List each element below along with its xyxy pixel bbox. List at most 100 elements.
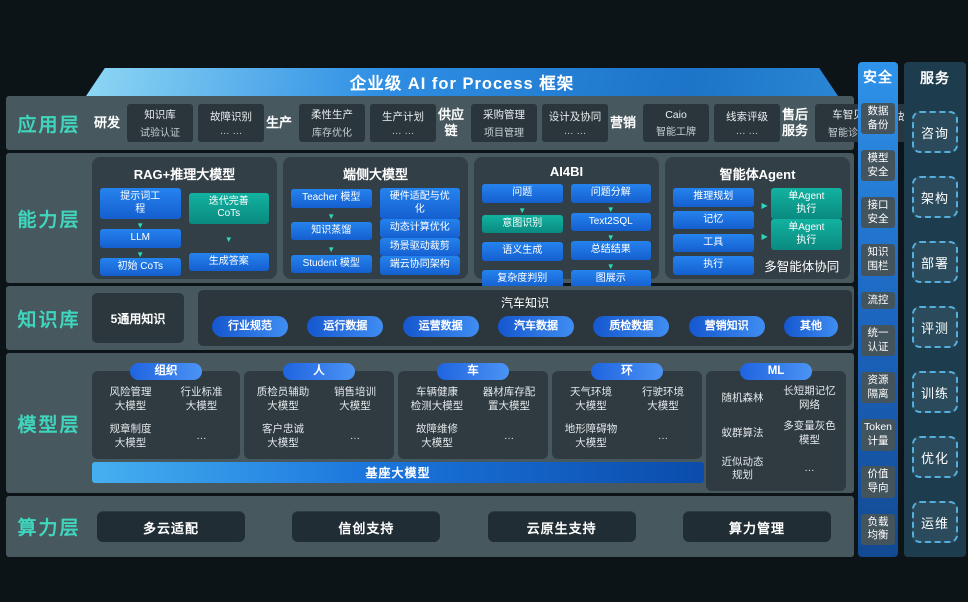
app-group-production: 生产 柔性生产 库存优化 生产计划 … … (264, 104, 436, 142)
app-item-box: 柔性生产 库存优化 (299, 104, 365, 142)
app-item-line2: … … (563, 126, 587, 137)
app-item-box: 知识库 试验认证 (127, 104, 193, 142)
application-groups: 研发 知识库 试验认证 故障识别 … … 生产 柔性生产 库存优化 生产计划 … … 供… (92, 96, 962, 150)
app-group-label: 生产 (265, 115, 292, 131)
model-groups: 组织 风险管理 大模型 行业标准 大模型 规章制度 大模型 … 人 质检员辅助 … (92, 353, 854, 493)
model-cell: 规章制度 大模型 (109, 422, 152, 449)
model-group-environment: 环 天气环境 大模型 行驶环境 大模型 地形障碍物 大模型 … (552, 363, 702, 459)
app-item-line1: 线索评级 (726, 111, 768, 123)
security-item: 流控 (861, 291, 895, 310)
app-item-box: 生产计划 … … (370, 104, 436, 142)
flow-node: Teacher 模型 (291, 189, 372, 208)
security-column-title: 安全 (863, 69, 893, 85)
card-edge-model: 端侧大模型 Teacher 模型 知识蒸馏 Student 模型 硬件适配与优 … (283, 157, 468, 279)
arrow-right-icon (762, 195, 771, 213)
flow-node: Student 模型 (291, 254, 372, 274)
card-title: 智能体Agent (719, 167, 796, 182)
model-group-tag: 车 (437, 363, 509, 380)
arrow-down-icon (518, 204, 526, 214)
app-item-line1: 车智见 (832, 109, 864, 121)
security-item: 知识 围栏 (861, 244, 895, 276)
model-cell: 天气环境 大模型 (570, 385, 612, 412)
compute-box: 信创支持 (292, 511, 441, 542)
app-item-line1: 设计及协同 (548, 111, 602, 123)
flow-node: LLM (100, 229, 181, 248)
model-cell: 多变量灰色 模型 (783, 420, 836, 446)
ai4bi-left-flow: 问题 意图识别 语义生成 复杂度判别 (482, 184, 563, 288)
app-item-line1: 生产计划 (382, 111, 424, 123)
knowledge-pill: 运营数据 (402, 316, 479, 337)
title-banner: 企业级 AI for Process 框架 (86, 68, 838, 96)
model-cell: 车辆健康 检测大模型 (410, 385, 464, 412)
flow-node: 执行 (673, 256, 754, 275)
arrow-down-icon (327, 243, 335, 253)
model-cell: 销售培训 大模型 (334, 385, 376, 412)
service-item: 部署 (912, 241, 958, 283)
app-item-line1: 柔性生产 (311, 109, 353, 121)
model-cell: 近似动态 规划 (721, 455, 764, 482)
compute-box: 云原生支持 (487, 511, 636, 542)
compute-box: 多云适配 (97, 511, 245, 542)
general-knowledge-box: 5通用知识 (92, 293, 184, 343)
compute-box: 算力管理 (682, 511, 831, 542)
layer-application: 应用层 研发 知识库 试验认证 故障识别 … … 生产 柔性生产 库存优化 生产计划 …… (6, 96, 952, 150)
app-item-box: Caio 智能工牌 (643, 104, 709, 142)
agent-right-flow: 单Agent 执行 单Agent 执行 多智能体协同 (762, 188, 842, 275)
flow-node: 图展示 (570, 269, 651, 288)
flow-node: 硬件适配与优 化 (379, 188, 460, 219)
model-group-ml: ML 随机森林 长短期记忆 网络 蚁群算法 多变量灰色 模型 近似动态 规划 … (706, 363, 846, 491)
page-title: 企业级 AI for Process 框架 (349, 75, 575, 93)
knowledge-pill: 运行数据 (307, 316, 384, 337)
flow-node: 提示词工 程 (100, 188, 181, 219)
flow-node: Text2SQL (570, 212, 651, 231)
model-cell: 行驶环境 大模型 (642, 385, 684, 412)
model-cell: 风险管理 大模型 (109, 385, 152, 412)
model-cell: 地形障碍物 大模型 (564, 422, 618, 449)
rag-left-flow: 提示词工 程 LLM 初始 CoTs (100, 188, 181, 276)
card-title: AI4BI (549, 164, 584, 179)
model-cell: 故障维修 大模型 (416, 422, 458, 449)
knowledge-pill: 行业规范 (212, 316, 288, 337)
service-item: 评测 (912, 306, 958, 348)
app-item-line2: … … (391, 126, 415, 137)
model-cell: … (349, 429, 361, 442)
edge-right-list: 硬件适配与优 化 动态计算优化 场景驱动裁剪 端云协同架构 (379, 188, 460, 275)
knowledge-pill: 营销知识 (688, 316, 765, 337)
arrow-down-icon (607, 260, 615, 270)
app-group-label: 售后服务 (781, 107, 808, 138)
service-item: 优化 (912, 436, 958, 478)
security-item: 接口 安全 (861, 197, 895, 229)
app-item-line1: 采购管理 (483, 109, 525, 121)
flow-node: 语义生成 (482, 242, 563, 261)
compute-boxes: 多云适配 信创支持 云原生支持 算力管理 (92, 496, 854, 557)
flow-node: 问题分解 (570, 184, 651, 203)
card-title: 端侧大模型 (342, 167, 408, 182)
model-cell: 器材库存配 置大模型 (482, 385, 536, 412)
layer-knowledge: 知识库 5通用知识 汽车知识 行业规范 运行数据 运营数据 汽车数据 质检数据 … (6, 286, 854, 350)
security-column: 安全 数据 备份 模型 安全 接口 安全 知识 围栏 流控 统一 认证 资源 隔… (858, 62, 898, 557)
app-group-label: 研发 (93, 115, 120, 131)
model-group-people: 人 质检员辅助 大模型 销售培训 大模型 客户忠诚 大模型 … (244, 363, 394, 459)
model-group-tag: 人 (283, 363, 355, 380)
app-item-box: 故障识别 … … (198, 104, 264, 142)
model-cell: … (804, 462, 815, 475)
model-cell: … (503, 429, 515, 442)
flow-node: 总结结果 (570, 241, 651, 260)
flow-node: 意图识别 (482, 214, 563, 233)
card-rag-reasoning: RAG+推理大模型 提示词工 程 LLM 初始 CoTs 迭代完善 CoTs 生… (92, 157, 277, 279)
security-item: Token 计量 (861, 419, 895, 451)
app-item-box: 设计及协同 … … (542, 104, 608, 142)
security-item: 统一 认证 (861, 325, 895, 357)
app-group-marketing: 营销 Caio 智能工牌 线索评级 … … (608, 104, 780, 142)
security-item: 模型 安全 (861, 150, 895, 182)
flow-node: 端云协同架构 (379, 256, 460, 275)
model-group-organization: 组织 风险管理 大模型 行业标准 大模型 规章制度 大模型 … (92, 363, 240, 459)
knowledge-pill: 汽车数据 (497, 316, 574, 337)
flow-node: 初始 CoTs (100, 257, 181, 276)
security-item: 数据 备份 (861, 102, 895, 135)
auto-knowledge-title: 汽车知识 (500, 296, 549, 310)
app-item-line2: 项目管理 (484, 128, 524, 139)
service-item: 咨询 (912, 111, 958, 153)
app-item-line1: 知识库 (144, 109, 176, 121)
